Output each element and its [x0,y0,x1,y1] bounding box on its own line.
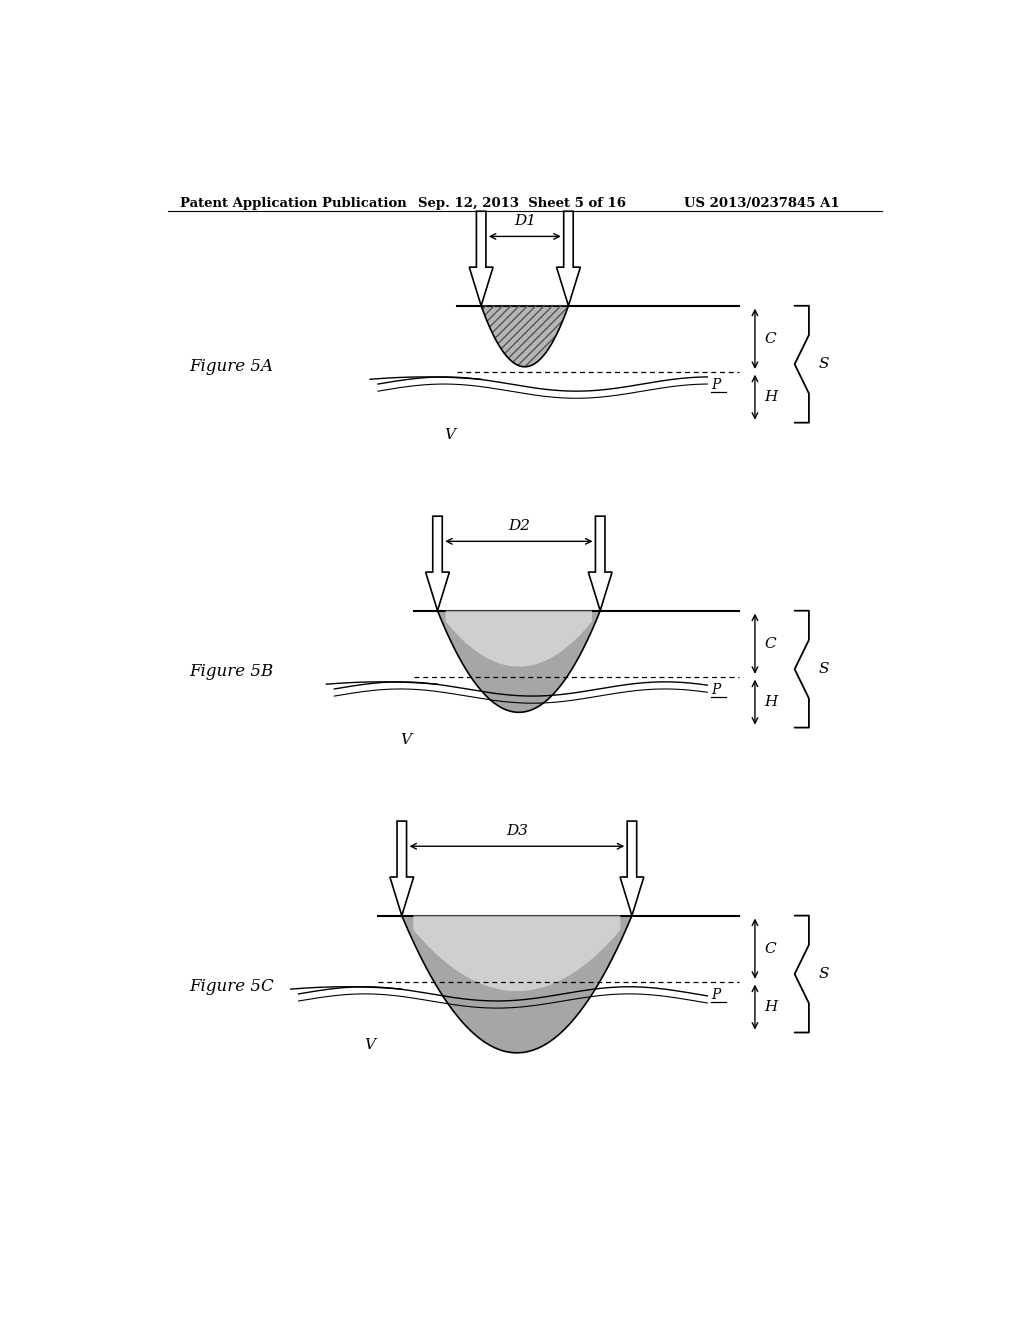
Text: Figure 5B: Figure 5B [189,663,273,680]
Polygon shape [620,821,644,916]
Text: P: P [712,378,721,392]
Polygon shape [557,211,581,306]
Text: D1: D1 [514,214,536,228]
Text: H: H [765,696,777,709]
Text: P: P [712,987,721,1002]
Polygon shape [390,821,414,916]
Text: V: V [400,733,412,747]
Polygon shape [588,516,612,611]
Text: Sep. 12, 2013  Sheet 5 of 16: Sep. 12, 2013 Sheet 5 of 16 [418,197,626,210]
Text: S: S [818,358,829,371]
Text: Figure 5A: Figure 5A [189,358,273,375]
Text: H: H [765,391,777,404]
Polygon shape [469,211,494,306]
Text: H: H [765,1001,777,1014]
Text: Patent Application Publication: Patent Application Publication [179,197,407,210]
Text: D2: D2 [508,519,529,533]
Text: C: C [765,331,776,346]
Text: D3: D3 [506,824,527,838]
Text: V: V [365,1038,376,1052]
Polygon shape [426,516,450,611]
Text: S: S [818,663,829,676]
Text: P: P [712,682,721,697]
Text: Figure 5C: Figure 5C [188,978,273,995]
Text: V: V [444,428,455,442]
Text: C: C [765,636,776,651]
Text: US 2013/0237845 A1: US 2013/0237845 A1 [684,197,839,210]
Text: S: S [818,968,829,981]
Text: C: C [765,941,776,956]
